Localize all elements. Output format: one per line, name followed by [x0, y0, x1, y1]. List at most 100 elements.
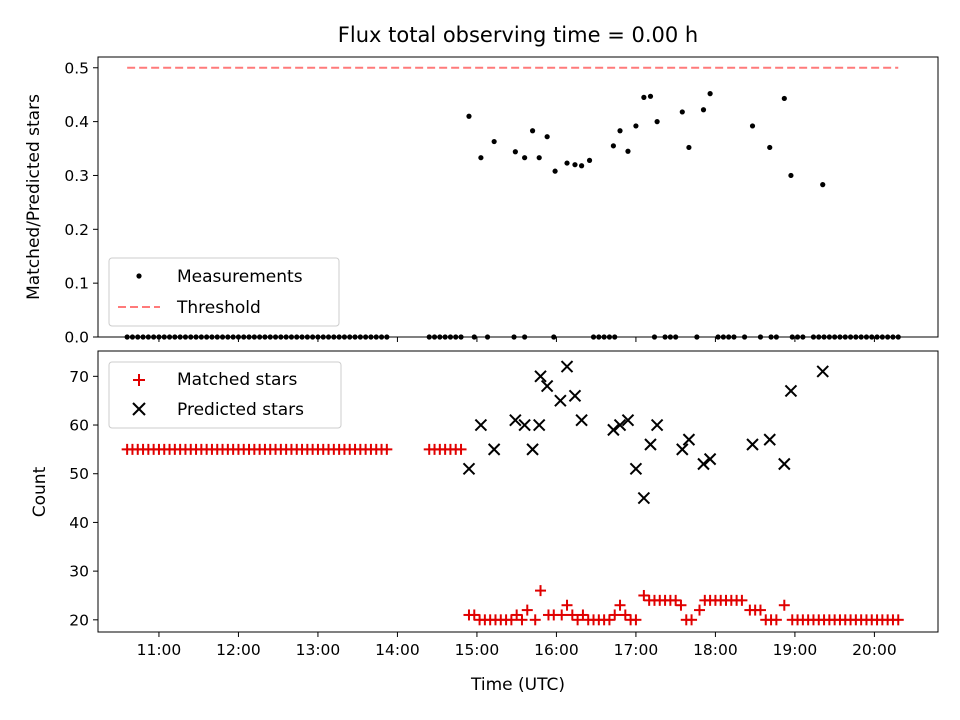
measurement-point	[847, 334, 854, 340]
measurement-point	[426, 334, 432, 340]
matched-stars-point	[630, 614, 642, 626]
legend-label-predicted-stars: Predicted stars	[177, 400, 304, 420]
measurement-point	[590, 334, 597, 340]
predicted-stars-point	[487, 443, 501, 456]
measurement-point	[578, 163, 585, 169]
matched-stars-point	[603, 614, 615, 626]
measurement-point	[352, 334, 358, 340]
matched-stars-point	[675, 599, 687, 611]
top-y-axis-label: Matched/Predicted stars	[24, 94, 44, 300]
bottom-y-ticks: 20 30 40 50 60 70	[69, 368, 98, 629]
y-tick-label: 0.0	[64, 329, 89, 347]
measurement-point	[447, 334, 454, 340]
measurement-point	[257, 334, 263, 340]
predicted-stars-point	[644, 438, 657, 451]
matched-stars-point	[614, 599, 626, 611]
measurement-point	[832, 334, 838, 340]
matched-stars-point	[505, 614, 517, 626]
measurement-point	[606, 334, 613, 340]
measurement-point	[214, 334, 220, 340]
x-tick-label: 18:00	[693, 641, 738, 659]
x-tick-label: 20:00	[852, 641, 897, 659]
measurement-point	[283, 334, 289, 340]
measurement-point	[491, 138, 497, 145]
matched-stars-point	[556, 609, 568, 621]
measurement-point	[140, 334, 146, 340]
measurement-point	[304, 334, 310, 340]
measurement-point	[166, 334, 173, 340]
bottom-legend: Matched stars Predicted stars	[108, 361, 342, 429]
measurement-point	[209, 334, 215, 340]
measurement-point	[874, 334, 880, 340]
x-tick-label: 17:00	[614, 641, 659, 659]
predicted-stars-point	[778, 457, 791, 471]
measurement-point	[368, 334, 374, 340]
measurement-point	[294, 334, 300, 340]
measurement-point	[810, 334, 817, 340]
measurement-point	[673, 334, 679, 340]
legend-label-measurements: Measurements	[177, 267, 303, 287]
measurement-point	[458, 334, 464, 340]
bottom-legend-box	[108, 361, 342, 429]
matched-stars-point	[686, 614, 698, 626]
measurement-point	[679, 109, 685, 115]
predicted-stars-point	[682, 433, 696, 446]
measurement-point	[437, 334, 443, 340]
measurement-point	[757, 334, 764, 340]
measurement-point	[686, 144, 692, 151]
predicted-stars-point	[784, 384, 798, 398]
measurement-point	[781, 95, 787, 102]
measurement-point	[336, 334, 342, 340]
measurement-point	[654, 119, 660, 125]
measurement-point	[453, 334, 459, 340]
measurement-point	[341, 334, 348, 340]
measurement-point	[310, 334, 316, 340]
y-tick-label: 50	[69, 465, 89, 483]
matched-stars-point	[561, 599, 573, 611]
measurement-point	[794, 334, 801, 340]
measurement-point	[544, 134, 550, 140]
measurement-point	[741, 334, 748, 340]
measurement-point	[720, 334, 726, 340]
y-tick-label: 60	[69, 417, 89, 435]
measurement-point	[193, 334, 199, 340]
measurement-point	[378, 334, 385, 340]
measurement-point	[161, 334, 167, 340]
measurement-point	[484, 334, 491, 340]
predicted-stars-point	[746, 438, 759, 451]
measurement-point	[731, 334, 737, 340]
measurement-point	[800, 334, 806, 340]
predicted-stars-point	[575, 413, 588, 427]
measurement-point	[230, 334, 236, 340]
measurement-point	[788, 172, 794, 179]
top-y-ticks: 0.0 0.1 0.2 0.3 0.4 0.5	[64, 59, 98, 347]
measurement-point	[890, 334, 896, 340]
measurement-point	[596, 334, 602, 340]
measurement-point	[837, 334, 843, 340]
measurement-point	[842, 334, 848, 340]
measurement-point	[135, 334, 141, 340]
predicted-stars-point	[763, 433, 776, 446]
measurement-point	[625, 148, 631, 154]
y-tick-label: 0.2	[64, 221, 89, 239]
legend-marker-matched-stars	[133, 374, 145, 386]
measurement-point	[331, 334, 337, 340]
measurement-point	[373, 334, 379, 340]
predicted-stars-point	[816, 365, 829, 378]
y-tick-label: 0.3	[64, 167, 89, 185]
predicted-stars-point	[637, 491, 651, 505]
measurement-point	[816, 334, 822, 340]
measurement-point	[768, 334, 774, 340]
x-tick-label: 19:00	[773, 641, 818, 659]
measurement-point	[552, 168, 558, 174]
x-tick-label: 12:00	[216, 641, 261, 659]
matched-stars-point	[892, 614, 904, 626]
matched-stars-point	[754, 604, 766, 616]
measurement-point	[551, 334, 557, 340]
measurement-point	[235, 334, 242, 340]
predicted-stars-point	[697, 457, 710, 471]
matched-stars-point	[455, 443, 467, 455]
measurement-point	[633, 123, 639, 129]
predicted-stars-point	[526, 443, 539, 456]
measurement-point	[198, 334, 204, 340]
